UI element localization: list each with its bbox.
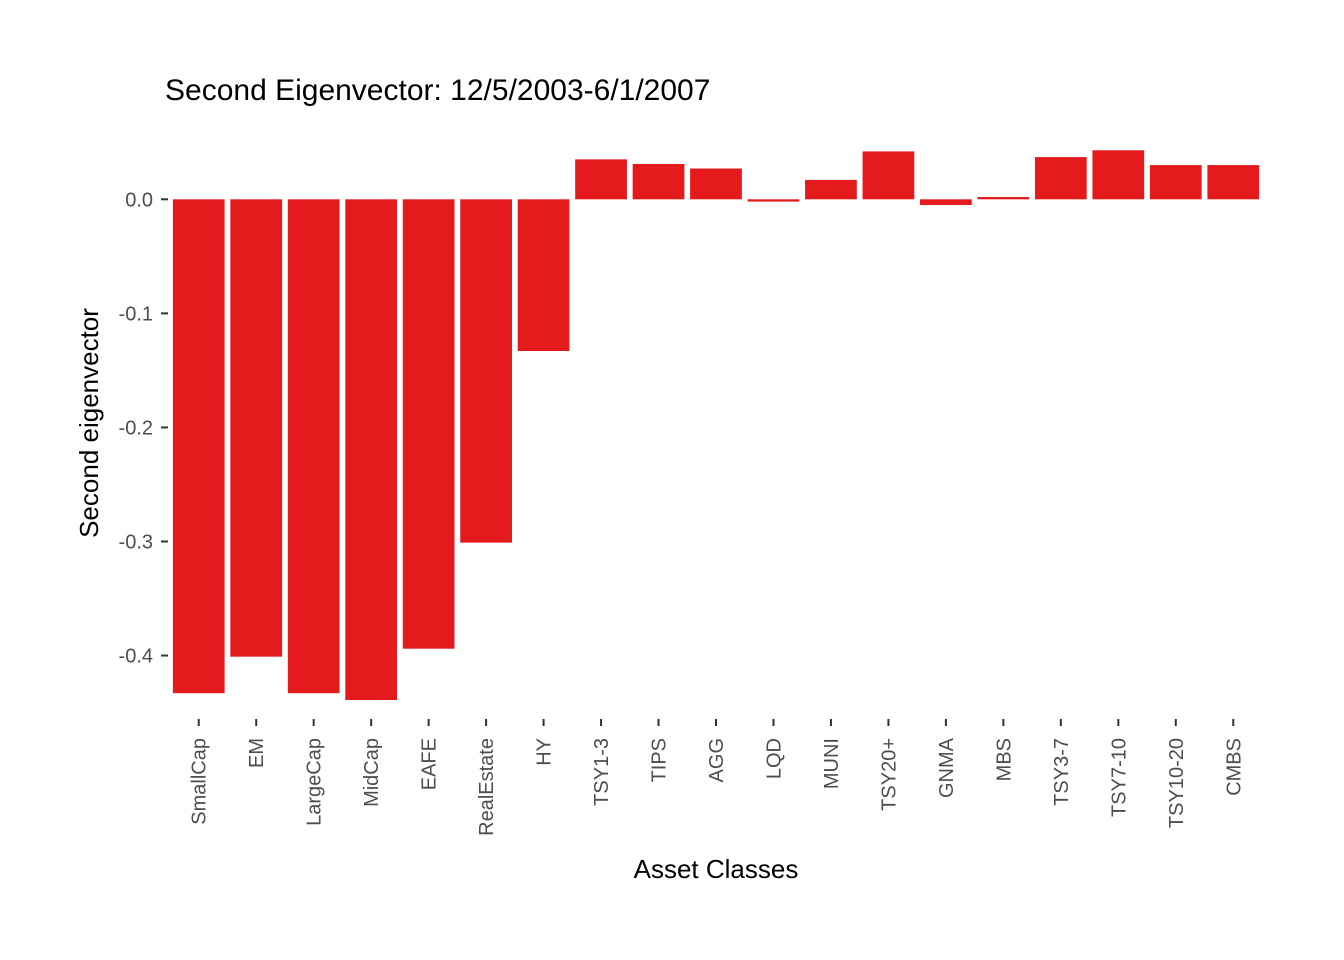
bar-realestate	[460, 199, 512, 543]
x-tick-label: EAFE	[419, 738, 441, 790]
x-tick-label: HY	[534, 738, 556, 766]
bar-hy	[517, 199, 570, 352]
bar-tsy7-10	[1092, 150, 1145, 200]
bar-tsy20-	[862, 151, 915, 200]
bar-midcap	[345, 199, 398, 701]
bars	[172, 150, 1260, 701]
bar-tips	[632, 163, 685, 200]
x-axis: SmallCap EM LargeCap MidCap EAFE RealEstate HY…	[189, 719, 1245, 836]
bar-smallcap	[172, 199, 225, 694]
x-tick-label: LargeCap	[304, 738, 326, 826]
y-tick-label: 0.0	[125, 189, 153, 211]
y-axis: 0.0 -0.1 -0.2 -0.3 -0.4	[119, 189, 168, 668]
y-tick-label: -0.1	[119, 303, 153, 325]
y-tick-label: -0.2	[119, 417, 153, 439]
bar-muni	[805, 179, 857, 200]
x-tick-label: TIPS	[649, 738, 671, 782]
x-tick-label: TSY1-3	[591, 738, 613, 806]
x-tick-label: TSY3-7	[1051, 738, 1073, 806]
x-tick-label: GNMA	[936, 737, 958, 798]
bar-eafe	[402, 199, 455, 649]
x-tick-label: LQD	[763, 738, 785, 779]
x-tick-label: EM	[246, 738, 268, 768]
bar-largecap	[287, 199, 340, 694]
x-tick-label: SmallCap	[189, 738, 211, 825]
bar-lqd	[747, 199, 800, 202]
x-tick-label: CMBS	[1223, 738, 1245, 796]
x-tick-label: MidCap	[361, 738, 383, 807]
bar-gnma	[920, 199, 972, 206]
x-tick-label: AGG	[706, 738, 728, 782]
x-tick-label: MBS	[993, 738, 1015, 781]
bar-tsy3-7	[1034, 157, 1087, 200]
y-tick-label: -0.4	[119, 646, 153, 668]
x-tick-label: RealEstate	[476, 738, 498, 836]
x-tick-label: TSY7-10	[1108, 738, 1130, 817]
y-tick-label: -0.3	[119, 531, 153, 553]
bar-cmbs	[1207, 165, 1260, 200]
bar-tsy10-20	[1149, 165, 1202, 200]
y-axis-title: Second eigenvector	[74, 308, 104, 538]
bar-em	[230, 199, 283, 657]
x-axis-title: Asset Classes	[634, 854, 799, 884]
bar-mbs	[977, 197, 1030, 200]
bar-agg	[690, 168, 742, 200]
x-tick-label: MUNI	[821, 738, 843, 789]
x-tick-label: TSY10-20	[1166, 738, 1188, 828]
bar-tsy1-3	[575, 159, 627, 200]
x-tick-label: TSY20+	[878, 738, 900, 811]
chart-title: Second Eigenvector: 12/5/2003-6/1/2007	[165, 74, 710, 107]
